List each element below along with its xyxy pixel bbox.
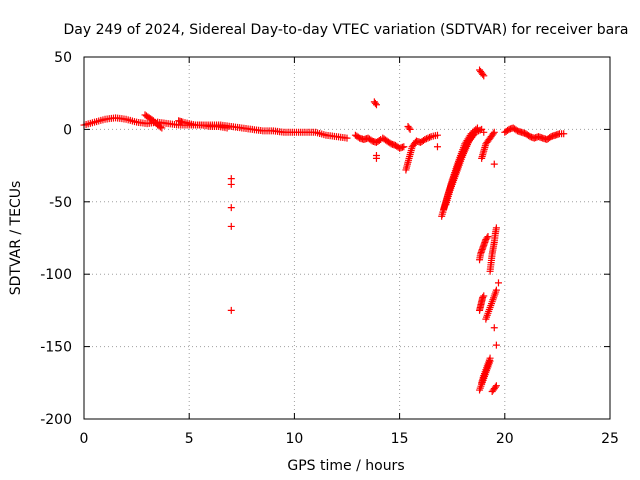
data-segment (476, 66, 488, 80)
data-point (372, 151, 380, 159)
data-segment (478, 354, 494, 387)
data-point (227, 222, 235, 230)
data-point (491, 383, 499, 391)
data-segment (402, 131, 441, 174)
data-point (156, 123, 164, 131)
data-point (473, 128, 481, 136)
data-point (489, 130, 497, 138)
data-point (406, 125, 414, 133)
data-series (80, 66, 568, 395)
data-segment (442, 125, 486, 209)
data-point (421, 136, 429, 144)
data-point (560, 130, 568, 138)
x-tick-label: 15 (391, 431, 409, 447)
data-point (422, 135, 430, 143)
y-tick-label: -50 (49, 195, 72, 211)
data-point (494, 279, 502, 287)
data-point (426, 133, 434, 141)
data-point (479, 70, 487, 78)
data-point (492, 286, 500, 294)
x-tick-label: 20 (496, 431, 514, 447)
data-segment (80, 114, 351, 142)
data-segment (351, 131, 385, 146)
data-point (480, 128, 488, 136)
x-tick-label: 25 (601, 431, 619, 447)
x-tick-labels: 0 5 10 15 20 25 (80, 431, 619, 447)
data-point (400, 143, 408, 151)
data-point (490, 324, 498, 332)
data-point (227, 180, 235, 188)
data-point (375, 137, 383, 145)
data-point (433, 131, 441, 139)
data-segment (404, 123, 414, 133)
data-segment (486, 224, 500, 275)
data-point (424, 134, 432, 142)
data-point (480, 292, 488, 300)
data-point (371, 99, 379, 107)
data-point (372, 101, 380, 109)
data-point (486, 354, 494, 362)
data-point (471, 128, 479, 136)
x-tick-label: 5 (185, 431, 194, 447)
data-point (490, 160, 498, 168)
y-tick-labels: 50 0 -50 -100 -150 -200 (40, 50, 72, 428)
x-tick-label: 0 (80, 431, 89, 447)
data-segment (141, 111, 166, 132)
y-tick-label: -150 (40, 340, 72, 356)
data-point (475, 127, 482, 135)
grid-lines (84, 57, 610, 419)
data-point (480, 72, 488, 80)
y-tick-label: 50 (54, 50, 72, 66)
data-segment (488, 382, 500, 395)
data-point (490, 128, 498, 136)
data-segment (501, 124, 568, 144)
data-point (158, 124, 166, 132)
data-point (476, 126, 484, 134)
axis-ticks (83, 56, 611, 420)
data-segment (379, 134, 408, 152)
data-point (484, 233, 492, 241)
chart-title: Day 249 of 2024, Sidereal Day-to-day VTE… (63, 22, 628, 38)
data-segment (476, 292, 488, 314)
data-segment (175, 117, 231, 132)
data-point (405, 124, 413, 132)
data-point (483, 234, 491, 242)
data-point (343, 134, 351, 142)
data-point (419, 137, 427, 145)
data-segment (478, 128, 498, 162)
data-point (433, 143, 441, 151)
data-point (479, 293, 487, 301)
y-axis-label: SDTVAR / TECUs (8, 181, 24, 296)
x-tick-label: 10 (285, 431, 303, 447)
y-tick-label: 0 (63, 122, 72, 138)
data-point (492, 224, 500, 232)
data-point (492, 341, 500, 349)
plot-frame (83, 56, 611, 420)
data-point (227, 306, 235, 314)
x-axis-label: GPS time / hours (287, 458, 404, 474)
y-tick-label: -200 (40, 412, 72, 428)
data-segment (476, 233, 492, 264)
data-point (492, 382, 500, 390)
data-segment (482, 286, 500, 323)
y-tick-label: -100 (40, 267, 72, 283)
isolated-points (227, 128, 502, 349)
data-point (223, 124, 231, 132)
data-segment (370, 98, 380, 109)
data-point (227, 204, 235, 212)
